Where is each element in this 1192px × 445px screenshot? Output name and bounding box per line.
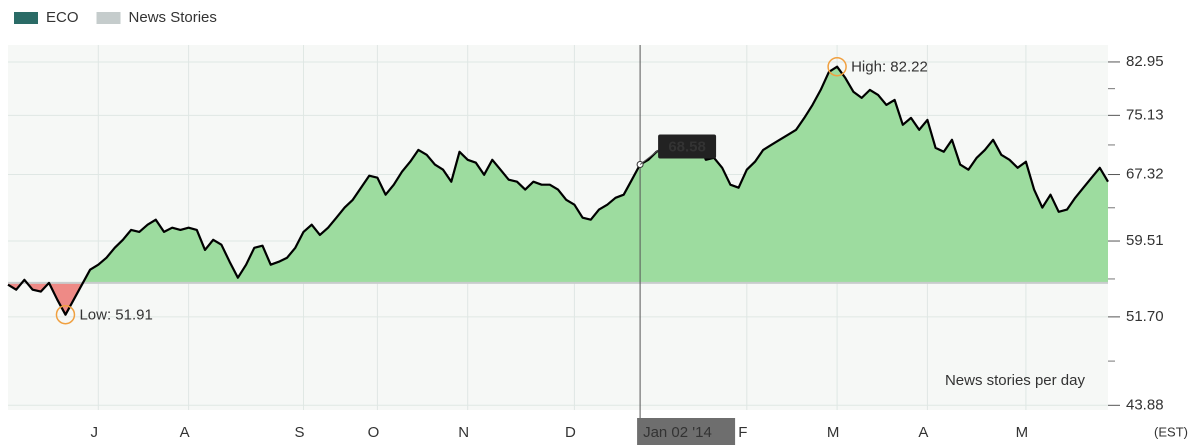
areas: [8, 66, 1108, 315]
marks: [7, 45, 1109, 445]
y-tick-label: 43.88: [1126, 396, 1164, 413]
y-tick-label: 82.95: [1126, 53, 1164, 70]
tooltip-value: 68.58: [668, 139, 706, 156]
x-tick-label: N: [458, 424, 469, 441]
x-tick-label: D: [565, 424, 576, 441]
x-tick-label: A: [180, 424, 190, 441]
extreme-marker: [55, 304, 76, 325]
x-tick-label: S: [295, 424, 305, 441]
area-above: [21, 66, 1108, 283]
legend-swatch: [14, 12, 38, 24]
x-tick-label: O: [368, 424, 380, 441]
tooltip-box: [658, 134, 717, 159]
x-tick-label: F: [738, 424, 747, 441]
legend-swatch: [96, 12, 121, 24]
extreme-marker: [827, 56, 847, 77]
legend-label[interactable]: ECO: [46, 9, 79, 26]
x-tick-label: A: [918, 424, 928, 441]
crosshair-date: Jan 02 '14: [643, 424, 712, 441]
labels: 82.95 75.13 67.32 59.51 51.70 43.88 J A S O N D F M A M…: [79, 53, 1164, 445]
crosshair-date-box: [637, 418, 736, 445]
y-tick-label: 51.70: [1126, 308, 1164, 325]
y-tick-label: 59.51: [1126, 232, 1164, 249]
x-tick-label: M: [827, 424, 840, 441]
price-line: [7, 65, 1109, 316]
y-tick-label: 75.13: [1126, 106, 1164, 123]
y-tick-label: 67.32: [1126, 166, 1164, 183]
tooltip-pointer: [639, 150, 659, 165]
annotation: Low: 51.91: [79, 307, 152, 324]
legend-label[interactable]: News Stories: [129, 9, 217, 26]
note: News stories per day: [945, 372, 1086, 389]
x-tick-label: M: [1016, 424, 1029, 441]
x-tick-label: J: [91, 424, 99, 441]
annotation: High: 82.22: [851, 59, 928, 76]
timezone: (EST): [1154, 424, 1188, 439]
